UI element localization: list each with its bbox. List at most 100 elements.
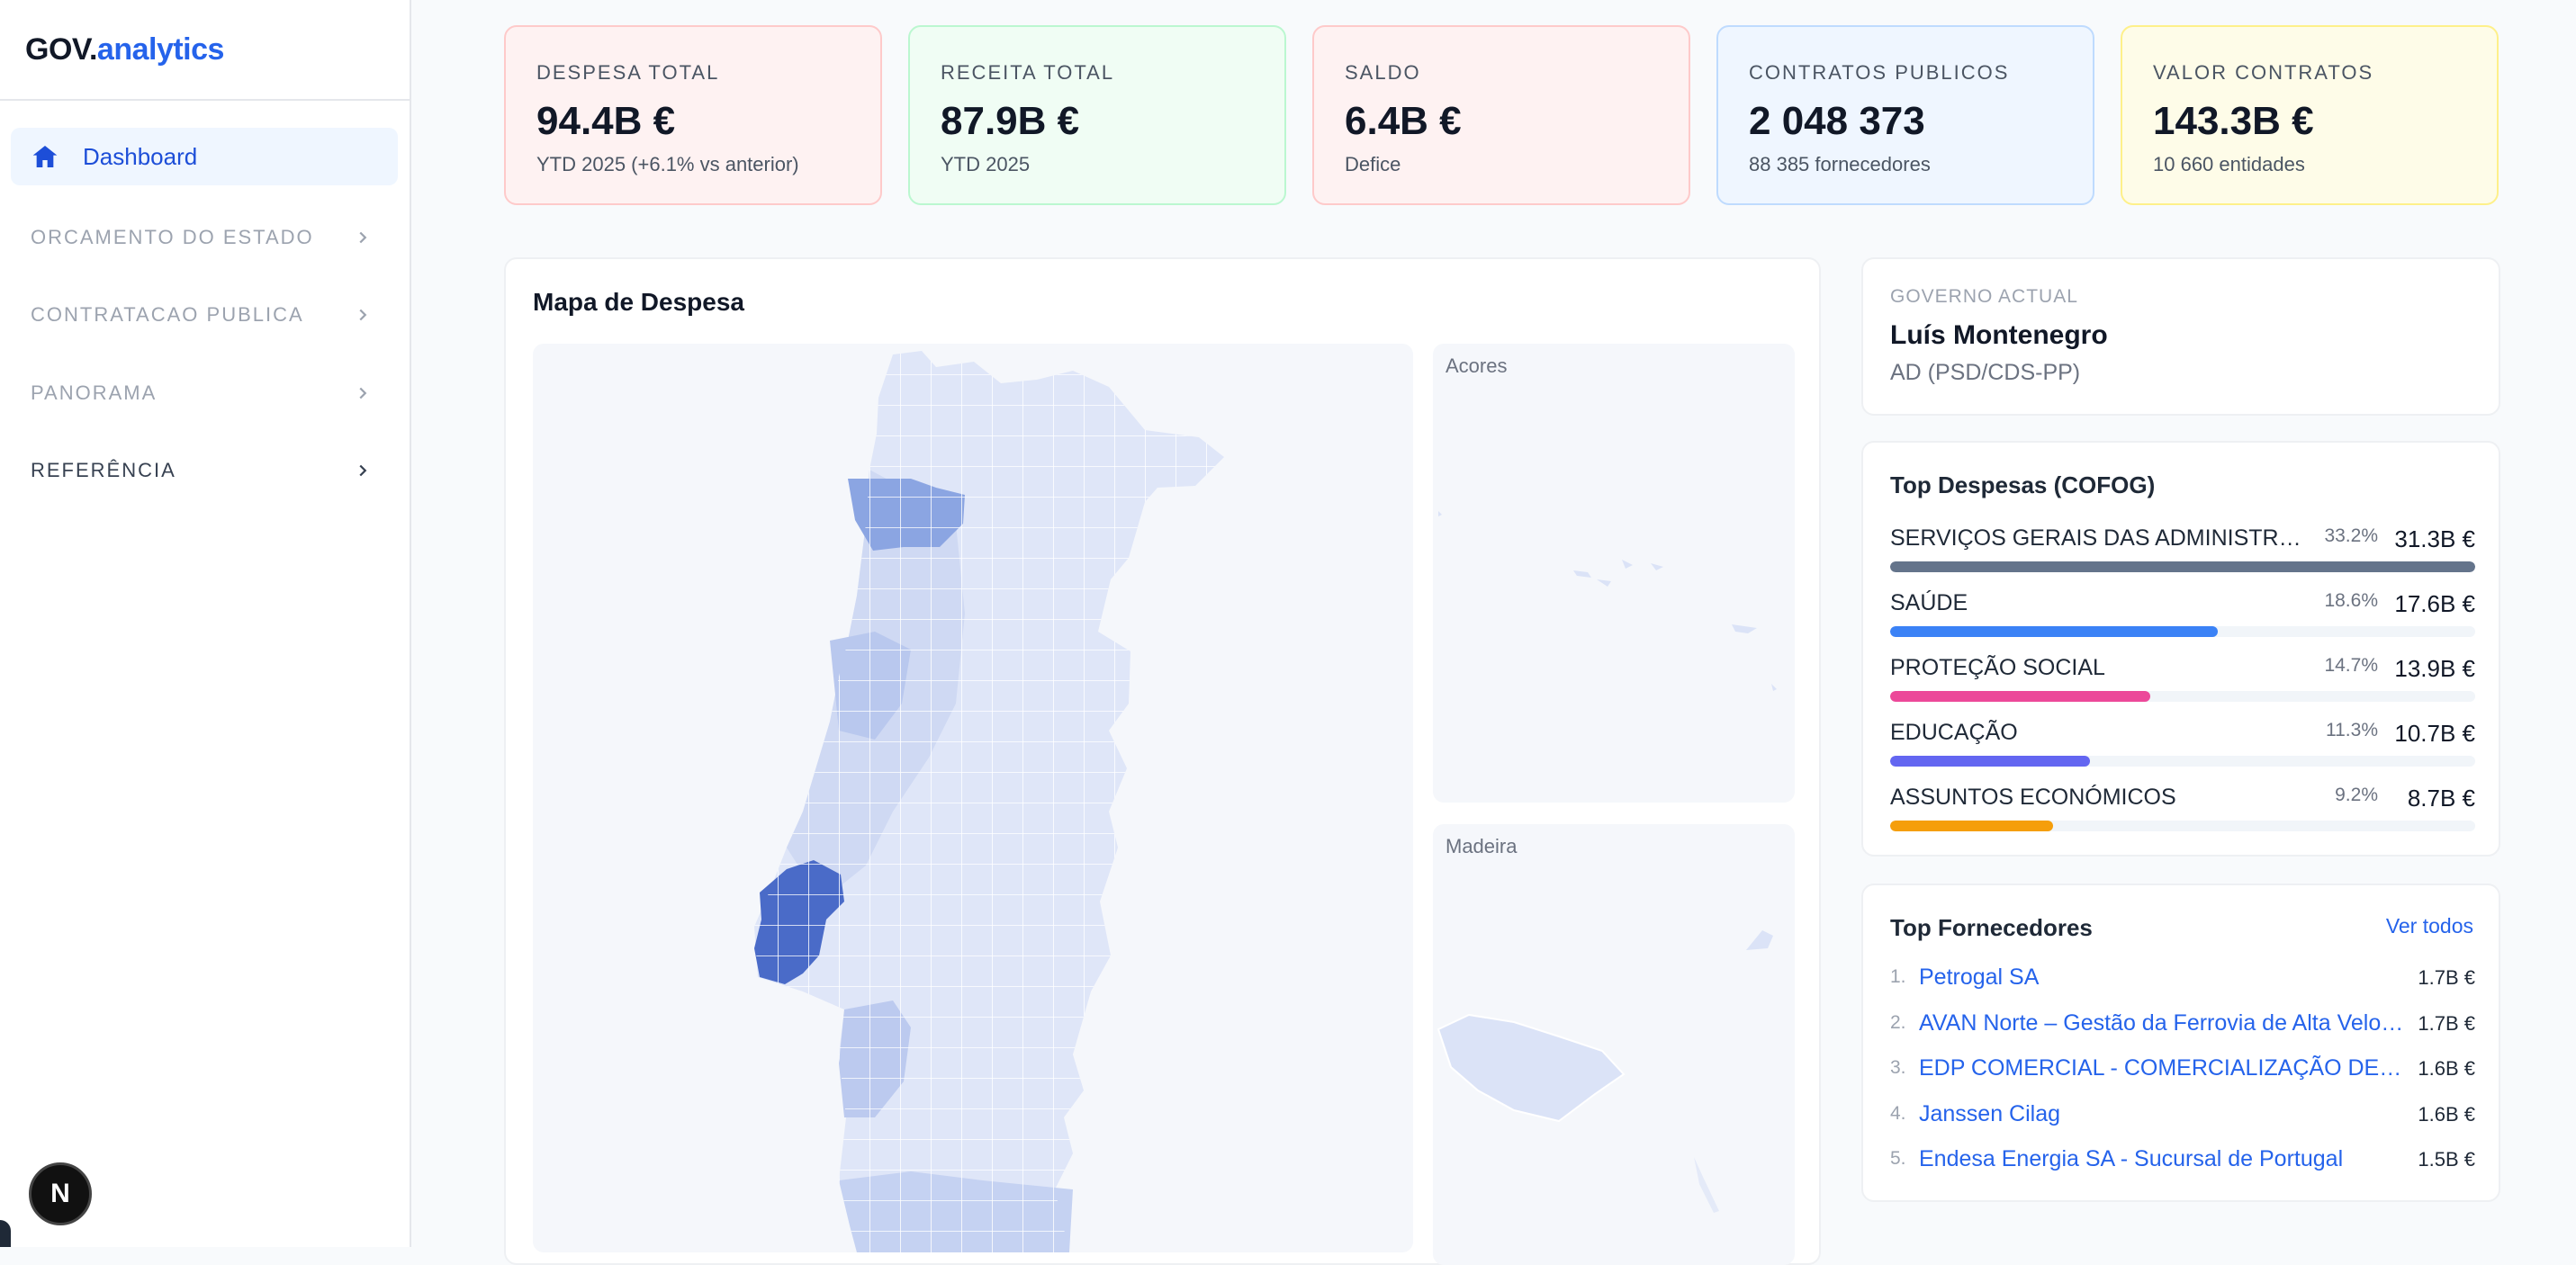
supplier-name-link[interactable]: Janssen Cilag	[1919, 1100, 2061, 1126]
government-card: GOVERNO ACTUAL Luís Montenegro AD (PSD/C…	[1861, 257, 2500, 416]
kpi-title: SALDO	[1345, 61, 1421, 84]
cofog-row[interactable]: EDUCAÇÃO 11.3% 10.7B €	[1890, 720, 2475, 779]
supplier-row[interactable]: 4. Janssen Cilag 1.6B €	[1890, 1101, 2475, 1141]
acores-island[interactable]	[1597, 579, 1611, 587]
supplier-value: 1.5B €	[2418, 1148, 2475, 1171]
cofog-bar-fill	[1890, 561, 2475, 572]
acores-map-svg[interactable]	[1433, 344, 1795, 803]
madeira-inset[interactable]: Madeira	[1433, 824, 1795, 1265]
cofog-row[interactable]: PROTEÇÃO SOCIAL 14.7% 13.9B €	[1890, 655, 2475, 714]
cofog-value: 13.9B €	[2394, 655, 2475, 682]
cofog-row[interactable]: SAÚDE 18.6% 17.6B €	[1890, 590, 2475, 650]
kpi-subtitle: 88 385 fornecedores	[1749, 153, 1931, 175]
cofog-bar-track	[1890, 756, 2475, 767]
cofog-percent: 33.2%	[2324, 525, 2378, 546]
acores-island[interactable]	[1573, 570, 1591, 578]
prime-minister-name: Luís Montenegro	[1890, 320, 2108, 350]
porto-santo-island[interactable]	[1746, 930, 1773, 950]
acores-island[interactable]	[1732, 624, 1757, 633]
kpi-subtitle: YTD 2025	[941, 153, 1031, 175]
cofog-name: PROTEÇÃO SOCIAL	[1890, 655, 2105, 680]
chevron-right-icon	[359, 464, 367, 477]
cofog-bar-track	[1890, 821, 2475, 831]
kpi-title: CONTRATOS PUBLICOS	[1749, 61, 2010, 84]
cofog-name: SERVIÇOS GERAIS DAS ADMINISTRAÇÕES PÚBLI…	[1890, 525, 2313, 551]
cofog-value: 8.7B €	[2407, 785, 2475, 812]
suppliers-title: Top Fornecedores	[1890, 914, 2093, 941]
cofog-value: 17.6B €	[2394, 590, 2475, 617]
acores-inset[interactable]: Acores	[1433, 344, 1795, 803]
sidebar-group-referencia[interactable]: REFERÊNCIA	[31, 449, 373, 492]
supplier-row[interactable]: 5. Endesa Energia SA - Sucursal de Portug…	[1890, 1146, 2475, 1186]
acores-island[interactable]	[1438, 511, 1442, 516]
kpi-card-valor-contratos: VALOR CONTRATOS 143.3B € 10 660 entidade…	[2121, 25, 2499, 205]
cofog-percent: 14.7%	[2324, 655, 2378, 676]
cofog-percent: 18.6%	[2324, 590, 2378, 611]
madeira-island[interactable]	[1437, 1013, 1626, 1123]
sidebar: GOV. analytics Dashboard ORCAMENTO DO EST…	[0, 0, 411, 1247]
desertas-island[interactable]	[1694, 1157, 1719, 1213]
portugal-map-svg[interactable]	[533, 344, 1413, 1252]
cofog-row[interactable]: SERVIÇOS GERAIS DAS ADMINISTRAÇÕES PÚBLI…	[1890, 525, 2475, 585]
supplier-row[interactable]: 2. AVAN Norte – Gestão da Ferrovia de Alt…	[1890, 1010, 2475, 1050]
supplier-name-link[interactable]: Petrogal SA	[1919, 964, 2040, 990]
government-party: AD (PSD/CDS-PP)	[1890, 360, 2081, 385]
sidebar-group-panorama[interactable]: PANORAMA	[31, 372, 373, 415]
government-kicker: GOVERNO ACTUAL	[1890, 286, 2078, 307]
chevron-right-icon	[359, 231, 367, 244]
kpi-subtitle: YTD 2025 (+6.1% vs anterior)	[536, 153, 799, 175]
kpi-title: DESPESA TOTAL	[536, 61, 720, 84]
see-all-link[interactable]: Ver todos	[2385, 914, 2473, 938]
inset-label-madeira: Madeira	[1446, 835, 1518, 857]
top-fornecedores-card: Top Fornecedores Ver todos 1. Petrogal SA…	[1861, 884, 2500, 1202]
supplier-rank: 1.	[1890, 966, 1906, 987]
kpi-value: 143.3B €	[2153, 99, 2314, 143]
chevron-right-icon	[359, 309, 367, 321]
kpi-card-receita: RECEITA TOTAL 87.9B € YTD 2025	[908, 25, 1286, 205]
acores-island[interactable]	[1651, 563, 1663, 570]
kpi-value: 87.9B €	[941, 99, 1080, 143]
brand-logo[interactable]: GOV. analytics	[0, 0, 410, 101]
cofog-bar-track	[1890, 626, 2475, 637]
cofog-value: 10.7B €	[2394, 720, 2475, 747]
window-corner	[0, 1220, 11, 1247]
cofog-name: EDUCAÇÃO	[1890, 720, 2018, 745]
inset-label-acores: Acores	[1446, 354, 1508, 377]
sidebar-group-orcamento[interactable]: ORCAMENTO DO ESTADO	[31, 216, 373, 259]
cofog-name: ASSUNTOS ECONÓMICOS	[1890, 785, 2176, 810]
supplier-value: 1.6B €	[2418, 1102, 2475, 1126]
supplier-name-link[interactable]: AVAN Norte – Gestão da Ferrovia de Alta …	[1919, 1009, 2405, 1036]
map-panel: Mapa de Despesa	[504, 257, 1821, 1265]
sidebar-group-label: CONTRATACAO PUBLICA	[31, 303, 304, 326]
acores-island[interactable]	[1622, 560, 1633, 569]
map-title: Mapa de Despesa	[533, 288, 744, 316]
cofog-bar-fill	[1890, 626, 2218, 637]
supplier-name-link[interactable]: EDP COMERCIAL - COMERCIALIZAÇÃO DE ENERG…	[1919, 1055, 2405, 1081]
cofog-bar-fill	[1890, 691, 2150, 702]
municipal-boundaries	[754, 351, 1224, 1252]
kpi-card-saldo: SALDO 6.4B € Defice	[1312, 25, 1690, 205]
dev-tools-badge[interactable]: N	[29, 1162, 92, 1225]
cofog-percent: 9.2%	[2335, 785, 2378, 805]
supplier-rank: 5.	[1890, 1148, 1906, 1169]
cofog-row[interactable]: ASSUNTOS ECONÓMICOS 9.2% 8.7B €	[1890, 785, 2475, 844]
supplier-name-link[interactable]: Endesa Energia SA - Sucursal de Portugal	[1919, 1146, 2344, 1171]
kpi-title: RECEITA TOTAL	[941, 61, 1115, 84]
madeira-map-svg[interactable]	[1433, 824, 1795, 1265]
sidebar-item-dashboard[interactable]: Dashboard	[11, 128, 398, 185]
cofog-name: SAÚDE	[1890, 590, 1968, 615]
cofog-bar-fill	[1890, 756, 2091, 767]
supplier-row[interactable]: 3. EDP COMERCIAL - COMERCIALIZAÇÃO DE ENE…	[1890, 1055, 2475, 1095]
cofog-bar-fill	[1890, 821, 2053, 831]
sidebar-group-contratacao[interactable]: CONTRATACAO PUBLICA	[31, 293, 373, 336]
supplier-value: 1.6B €	[2418, 1057, 2475, 1080]
portugal-map[interactable]	[533, 344, 1413, 1252]
acores-island[interactable]	[1771, 684, 1777, 691]
brand-suffix: analytics	[96, 31, 225, 67]
kpi-card-contratos: CONTRATOS PUBLICOS 2 048 373 88 385 forn…	[1716, 25, 2094, 205]
supplier-row[interactable]: 1. Petrogal SA 1.7B €	[1890, 964, 2475, 1004]
top-despesas-card: Top Despesas (COFOG) SERVIÇOS GERAIS DAS…	[1861, 441, 2500, 857]
supplier-rank: 2.	[1890, 1011, 1906, 1033]
kpi-card-despesa: DESPESA TOTAL 94.4B € YTD 2025 (+6.1% vs…	[504, 25, 882, 205]
kpi-subtitle: 10 660 entidades	[2153, 153, 2305, 175]
